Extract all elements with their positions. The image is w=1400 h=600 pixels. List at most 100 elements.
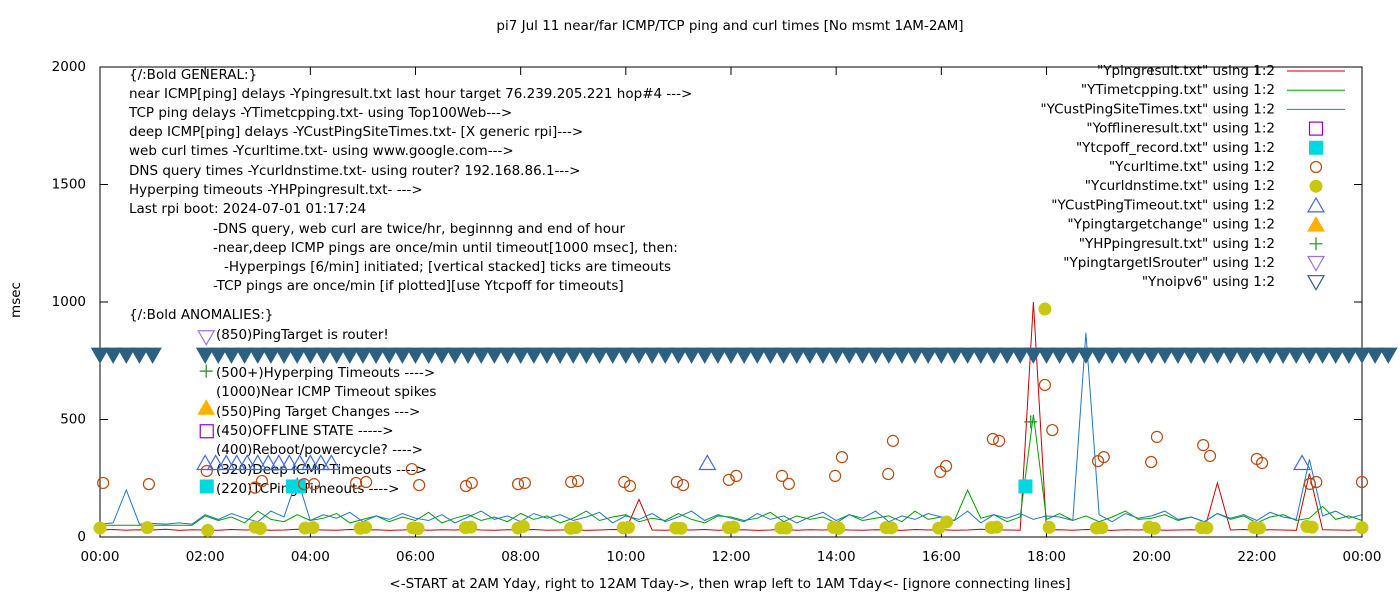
marker (1018, 479, 1033, 494)
marker (445, 347, 465, 364)
marker (413, 478, 426, 492)
marker (1150, 430, 1164, 443)
legend-label: "Ynoipv6" using 1:2 (1142, 274, 1275, 290)
marker (787, 347, 807, 364)
marker (97, 476, 110, 490)
marker (511, 478, 525, 491)
marker (259, 454, 278, 471)
marker (393, 347, 412, 364)
marker (419, 347, 438, 364)
marker (945, 347, 964, 364)
legend-swatch (1306, 255, 1326, 272)
marker (1116, 347, 1135, 364)
annotation: {/:Bold ANOMALIES:} (129, 307, 273, 323)
marker (222, 347, 241, 364)
marker (1352, 347, 1372, 364)
marker (405, 462, 418, 476)
marker (698, 454, 717, 471)
marker (1042, 520, 1056, 534)
series-points (199, 424, 214, 439)
marker (1378, 347, 1398, 364)
marker (1293, 454, 1312, 471)
marker (655, 347, 675, 364)
marker (195, 347, 215, 364)
marker (1168, 347, 1188, 364)
annotation: DNS query times -Ycurldnstime.txt- using… (129, 163, 580, 179)
marker (459, 479, 473, 493)
marker (349, 476, 363, 490)
marker (722, 473, 735, 486)
marker (353, 347, 373, 364)
x-tick-label: 04:00 (291, 549, 330, 565)
marker (886, 434, 900, 447)
annotation: TCP ping delays -YTimetcpping.txt- using… (128, 105, 512, 121)
marker (939, 459, 953, 473)
marker (366, 347, 386, 364)
marker (1252, 521, 1266, 535)
marker (892, 347, 912, 364)
annotation: (550)Ping Target Changes ---> (216, 404, 420, 420)
marker (775, 469, 789, 482)
marker (1024, 415, 1038, 429)
marker (199, 364, 213, 378)
marker (603, 347, 622, 364)
marker (1286, 347, 1306, 364)
marker (301, 347, 320, 364)
marker (314, 347, 333, 364)
annotation: -near,deep ICMP pings are once/min until… (213, 240, 678, 256)
legend-label: "YCustPingTimeout.txt" using 1:2 (1051, 197, 1275, 213)
marker (248, 454, 267, 471)
marker (379, 347, 399, 364)
marker (984, 347, 1004, 364)
annotation: Last rpi boot: 2024-07-01 01:17:24 (129, 201, 366, 217)
marker (322, 454, 341, 471)
marker (782, 477, 795, 490)
marker (779, 521, 793, 535)
legend-swatch (1309, 237, 1323, 251)
marker (993, 434, 1006, 447)
marker (1181, 347, 1201, 364)
marker (882, 467, 895, 481)
marker (708, 347, 728, 364)
marker (280, 454, 299, 471)
marker (458, 347, 478, 364)
marker (498, 347, 517, 364)
marker (1310, 475, 1323, 489)
marker (990, 520, 1004, 534)
marker (1197, 439, 1210, 452)
marker (571, 474, 585, 488)
marker (940, 515, 954, 529)
y-tick-label: 0 (77, 529, 86, 545)
marker (1234, 347, 1253, 364)
marker (199, 479, 214, 494)
marker (695, 347, 715, 364)
marker (359, 520, 373, 534)
marker (290, 454, 309, 471)
legend-label: "YHPpingresult.txt" using 1:2 (1079, 236, 1275, 252)
legend-swatch (1309, 140, 1323, 155)
marker (464, 520, 478, 534)
x-tick-label: 20:00 (1132, 549, 1171, 565)
marker (932, 347, 951, 364)
marker (524, 347, 544, 364)
marker (884, 521, 898, 535)
marker (1247, 347, 1267, 364)
marker (1355, 475, 1369, 489)
marker (1037, 347, 1056, 364)
marker (958, 347, 977, 364)
marker (1038, 378, 1052, 392)
marker (140, 521, 154, 535)
series-points (93, 302, 1369, 537)
marker (829, 469, 842, 482)
legend-swatch (1306, 196, 1326, 213)
annotation: web curl times -Ycurltime.txt- using www… (129, 143, 514, 159)
chart-title: pi7 Jul 11 near/far ICMP/TCP ping and cu… (496, 18, 963, 34)
y-tick-label: 1000 (52, 294, 86, 310)
y-tick-label: 500 (60, 412, 86, 428)
marker (1095, 521, 1109, 535)
marker (471, 347, 491, 364)
annotation: deep ICMP[ping] delays -YCustPingSiteTim… (129, 124, 583, 140)
marker (238, 454, 257, 471)
marker (103, 347, 123, 364)
annotation: {/:Bold GENERAL:} (129, 67, 257, 83)
